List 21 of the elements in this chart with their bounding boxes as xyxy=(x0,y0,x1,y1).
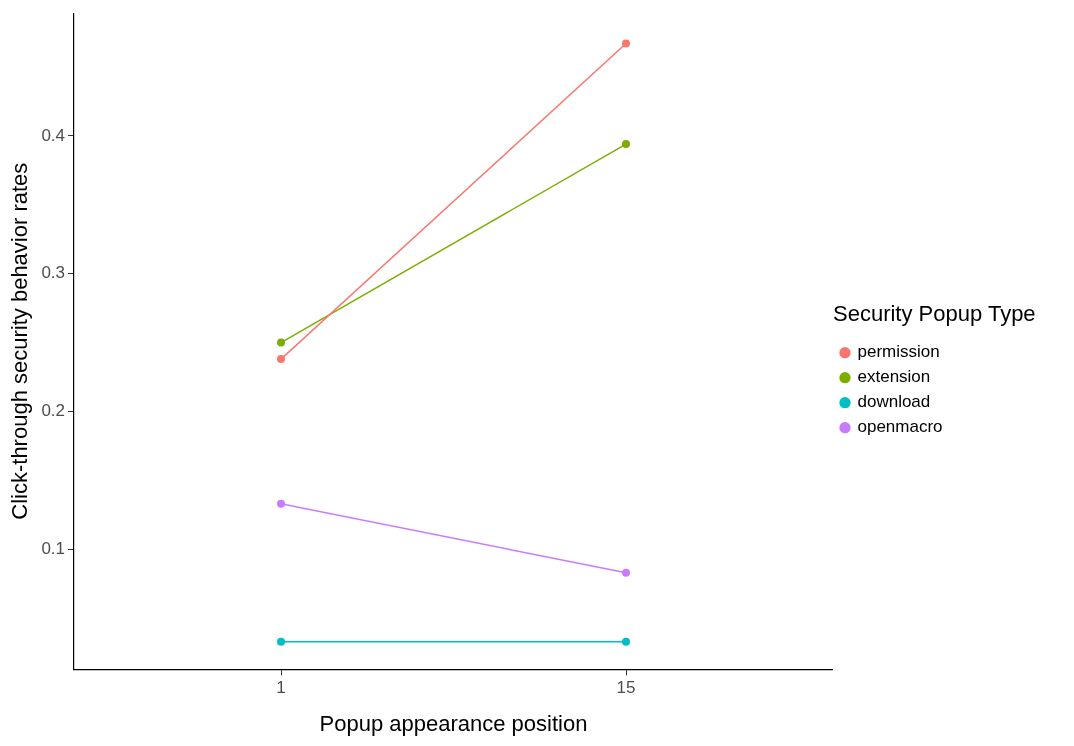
point xyxy=(277,355,286,364)
legend-title: Security Popup Type xyxy=(832,300,1036,326)
y-axis-title: Click-through security behavior rates xyxy=(7,162,33,520)
point xyxy=(277,637,286,646)
legend-label: download xyxy=(857,392,931,412)
point xyxy=(622,568,631,577)
x-axis-title: Popup appearance position xyxy=(319,710,588,736)
point xyxy=(622,140,631,149)
y-tick-label: 0.4 xyxy=(41,125,66,145)
legend-label: permission xyxy=(857,342,940,362)
x-tick-label: 15 xyxy=(616,678,636,698)
legend-label: openmacro xyxy=(857,417,943,437)
point xyxy=(622,637,631,646)
point xyxy=(277,338,286,347)
y-tick-label: 0.3 xyxy=(41,263,66,283)
y-tick-label: 0.1 xyxy=(41,538,66,558)
y-tick-label: 0.2 xyxy=(41,401,66,421)
legend-label: extension xyxy=(857,367,931,387)
point xyxy=(622,39,631,48)
x-tick-label: 1 xyxy=(276,678,286,698)
point xyxy=(277,499,286,508)
